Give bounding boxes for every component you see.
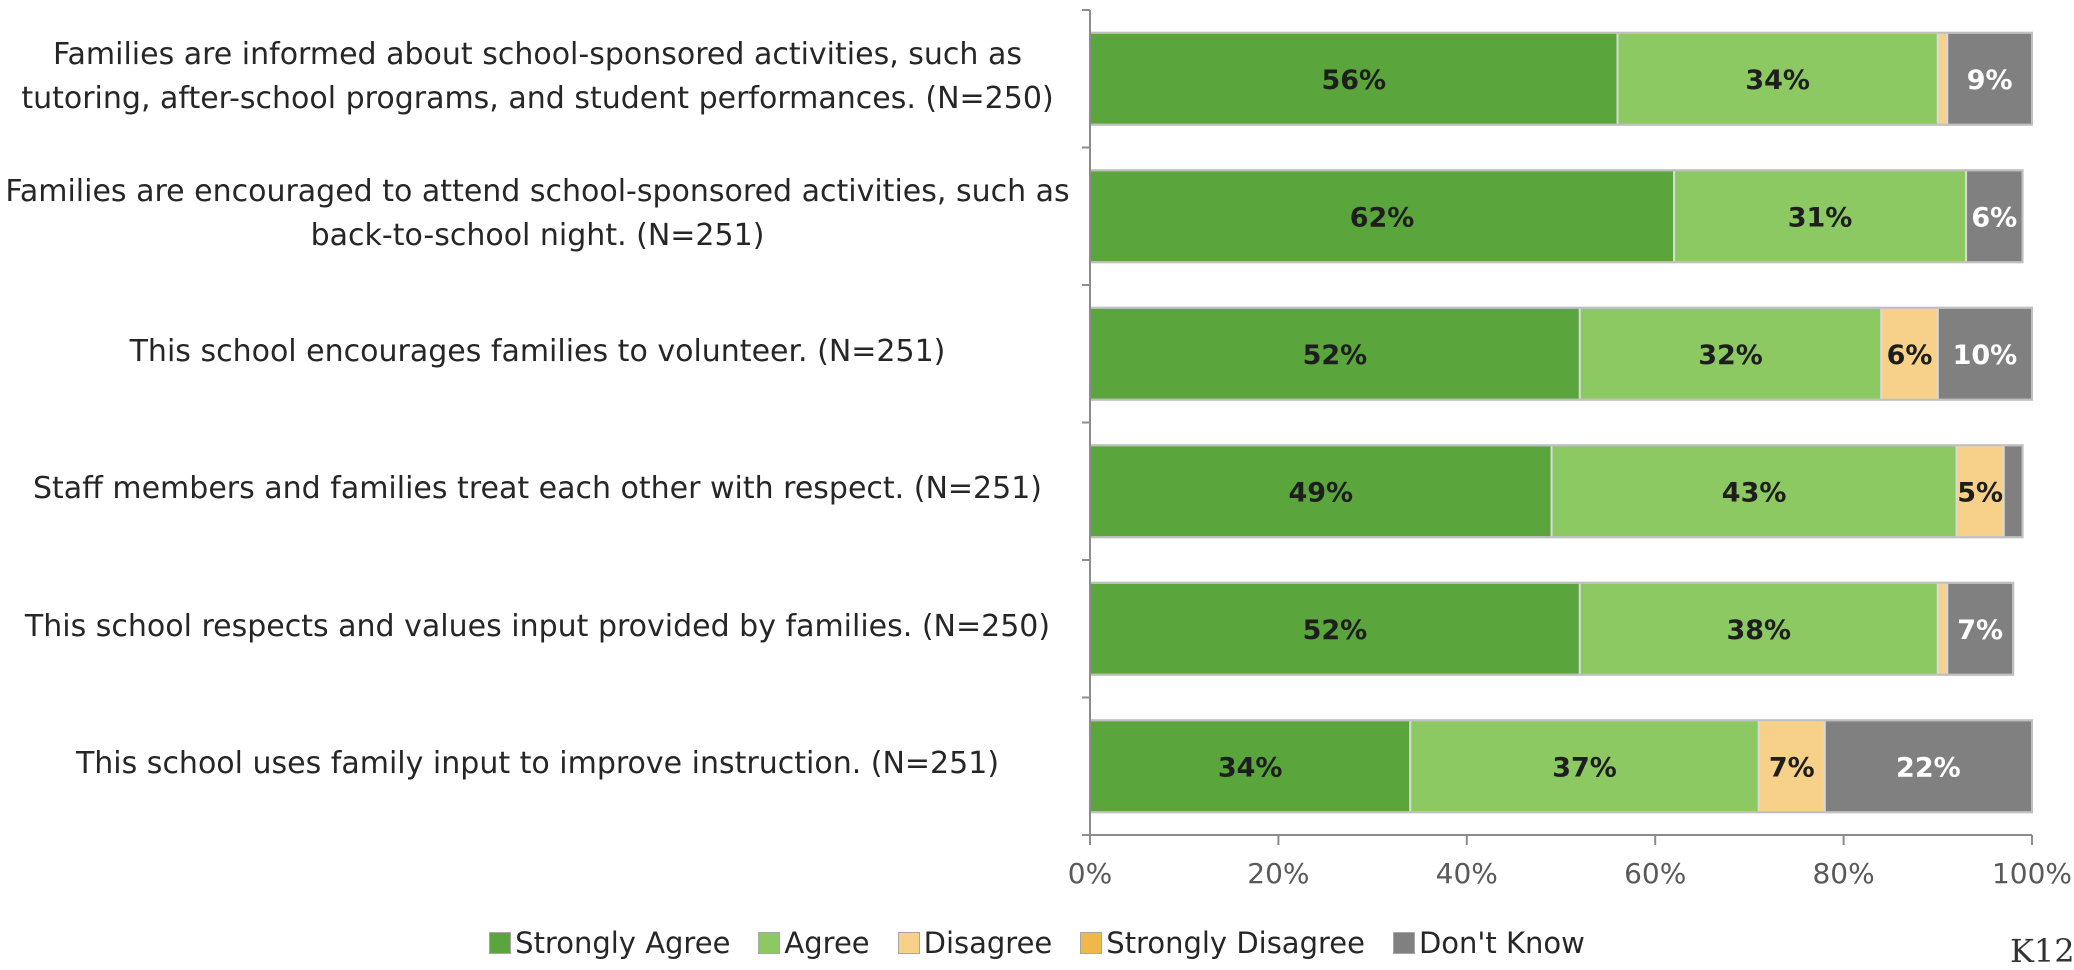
bar-segment (1089, 306, 1581, 401)
legend-swatch (489, 932, 512, 954)
x-tick-label: 20% (1247, 857, 1309, 890)
data-label: 31% (1788, 202, 1853, 233)
bar-segment (1089, 444, 1553, 539)
category-label-line: This school respects and values input pr… (24, 608, 1051, 644)
legend: Strongly Agree Agree Disagree Strongly Disa… (0, 926, 2074, 960)
category-label: Families are encouraged to attend school… (0, 170, 1075, 258)
category-label-line: This school encourages families to volun… (129, 333, 946, 369)
category-label-line: Families are informed about school-spons… (53, 36, 1022, 72)
data-label: 6% (1971, 202, 2017, 233)
legend-swatch (758, 932, 781, 954)
x-tick-label: 100% (1992, 857, 2072, 890)
legend-swatch (1080, 932, 1103, 954)
category-label: Families are informed about school-spons… (0, 33, 1075, 121)
data-label: 62% (1350, 202, 1415, 233)
legend-label: Strongly Agree (515, 926, 731, 960)
data-label: 37% (1552, 752, 1617, 783)
data-label: 6% (1887, 340, 1933, 371)
bar-segment (1946, 581, 2015, 676)
category-label: This school encourages families to volun… (0, 330, 1075, 374)
data-label: 52% (1303, 340, 1368, 371)
category-label-line: This school uses family input to improve… (75, 746, 1000, 782)
legend-swatch (1392, 932, 1415, 954)
data-label: 32% (1698, 340, 1763, 371)
legend-item: Strongly Disagree (1080, 926, 1365, 960)
data-label: 34% (1745, 65, 1810, 96)
bar-segment (1409, 719, 1760, 814)
category-label-line: back-to-school night. (N=251) (310, 218, 765, 254)
bar-segment (1578, 306, 1883, 401)
legend-item: Strongly Agree (489, 926, 730, 960)
data-label: 5% (1957, 477, 2003, 508)
bar-segment (1936, 31, 1949, 126)
category-label-line: tutoring, after-school programs, and stu… (21, 80, 1054, 116)
legend-swatch (897, 932, 920, 954)
plot-area: 56% 34% 9% 62% 31% 6% 52% 32% 6% 10% 49% 43% 5% 52% 38… (1068, 9, 2072, 890)
category-label: Staff members and families treat each ot… (0, 467, 1075, 511)
category-label-line: Staff members and families treat each ot… (32, 471, 1042, 507)
bar-segment (1965, 169, 2024, 264)
bar-segment (1578, 581, 1939, 676)
legend-label: Disagree (923, 926, 1053, 960)
data-label: 52% (1303, 615, 1368, 646)
category-label: This school uses family input to improve… (0, 742, 1075, 786)
legend-item: Agree (758, 926, 870, 960)
legend-label: Strongly Disagree (1106, 926, 1365, 960)
data-label: 9% (1967, 65, 2013, 96)
legend-label: Don't Know (1418, 926, 1585, 960)
category-label: This school respects and values input pr… (0, 605, 1075, 649)
data-label: 22% (1896, 752, 1961, 783)
data-label: 34% (1218, 752, 1283, 783)
legend-item: Disagree (897, 926, 1053, 960)
watermark-text: K12 (2010, 932, 2074, 970)
data-label: 38% (1726, 615, 1791, 646)
bar-segment (1550, 444, 1958, 539)
category-label-line: Families are encouraged to attend school… (5, 174, 1070, 210)
x-tick-label: 40% (1436, 857, 1498, 890)
x-tick-label: 80% (1812, 857, 1874, 890)
data-label: 7% (1957, 615, 2003, 646)
legend-item: Don't Know (1392, 926, 1585, 960)
bar-segment (2002, 444, 2024, 539)
bar-segment (1823, 719, 2034, 814)
data-label: 56% (1321, 65, 1386, 96)
data-label: 10% (1953, 340, 2018, 371)
data-label: 49% (1288, 477, 1353, 508)
data-label: 43% (1722, 477, 1787, 508)
bar-segment (1880, 306, 1939, 401)
bar-segment (1089, 31, 1619, 126)
x-tick-label: 60% (1624, 857, 1686, 890)
data-label: 7% (1769, 752, 1815, 783)
legend-label: Agree (784, 926, 870, 960)
bar-segment (1936, 581, 1949, 676)
x-tick-label: 0% (1068, 857, 1112, 890)
